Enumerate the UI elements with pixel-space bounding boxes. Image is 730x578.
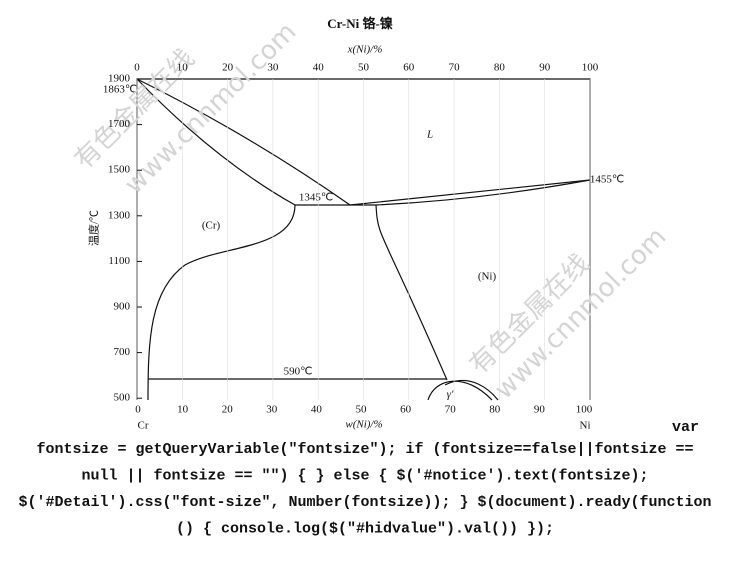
top-tick-label: 80 (494, 62, 506, 74)
liquidus-left (136, 78, 351, 206)
ni-solvus (375, 204, 448, 381)
bottom-tick-label: 70 (445, 404, 457, 416)
diagram-title: Cr-Ni 铬-镍 (327, 16, 393, 31)
cr-solvus (147, 204, 296, 401)
top-tick-label: 40 (313, 62, 325, 74)
y-tick-label: 900 (114, 301, 131, 313)
y-tick-label: 1900 (108, 73, 131, 85)
bottom-tick-label: 10 (177, 404, 189, 416)
code-text: () { console.log($("#hidvalue").val()) }… (176, 520, 554, 537)
annotation: 1863℃ (103, 84, 137, 96)
y-tick-label: 500 (114, 392, 131, 404)
y-tick-label: 1300 (108, 209, 131, 221)
top-tick-label: 30 (267, 62, 279, 74)
top-tick-label: 20 (222, 62, 234, 74)
annotation: (Ni) (478, 271, 497, 283)
top-tick-label: 10 (177, 62, 189, 74)
bottom-axis-label: w(Ni)/% (345, 419, 382, 431)
gamma-prime-dome-inner (444, 379, 499, 401)
bottom-tick-label: 50 (356, 404, 368, 416)
y-tick-label: 1500 (108, 164, 131, 176)
top-tick-label: 0 (134, 62, 140, 74)
right-end-label: Ni (580, 420, 591, 432)
bottom-tick-label: 60 (400, 404, 412, 416)
annotation: (Cr) (202, 220, 221, 232)
code-text: $('#Detail').css("font-size", Number(fon… (18, 494, 711, 511)
code-text: var (672, 419, 699, 436)
bottom-tick-label: 30 (266, 404, 278, 416)
annotation: L (426, 129, 433, 141)
y-tick-label: 700 (114, 346, 131, 358)
bottom-tick-label: 100 (576, 404, 593, 416)
top-tick-label: 50 (358, 62, 370, 74)
y-axis-label: 温度/℃ (87, 210, 101, 246)
bottom-tick-label: 0 (135, 404, 141, 416)
left-end-label: Cr (138, 420, 149, 432)
top-tick-label: 70 (449, 62, 461, 74)
solidus-right (375, 179, 591, 206)
top-tick-label: 90 (539, 62, 551, 74)
top-tick-label: 60 (403, 62, 415, 74)
code-text: null || fontsize == "") { } else { $('#n… (81, 467, 648, 484)
annotation: 1345℃ (299, 192, 333, 204)
bottom-tick-label: 20 (222, 404, 234, 416)
solidus-left (136, 78, 296, 206)
liquidus-right (349, 179, 591, 206)
bottom-tick-label: 40 (311, 404, 323, 416)
diagram: Cr-Ni 铬-镍 x(Ni)/% w(Ni)/% 温度/℃ Cr Ni 186… (69, 16, 672, 432)
bottom-tick-label: 80 (489, 404, 501, 416)
annotation: γ' (447, 389, 454, 401)
annotation: 590℃ (284, 366, 313, 378)
top-tick-label: 100 (582, 62, 599, 74)
bottom-tick-label: 90 (534, 404, 546, 416)
top-axis-label: x(Ni)/% (347, 44, 383, 56)
gamma-prime-dome (427, 380, 493, 401)
code-text: fontsize = getQueryVariable("fontsize");… (36, 441, 693, 458)
y-tick-label: 1700 (108, 118, 131, 130)
y-tick-label: 1100 (108, 255, 130, 267)
annotation: 1455℃ (590, 174, 624, 186)
